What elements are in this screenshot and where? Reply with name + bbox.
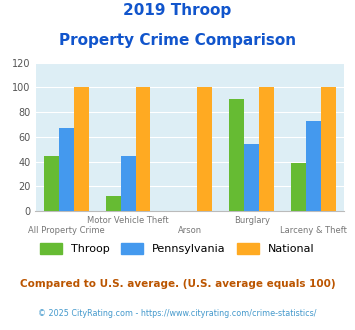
Bar	[74, 87, 89, 211]
Bar	[121, 155, 136, 211]
Text: All Property Crime: All Property Crime	[28, 226, 105, 235]
Bar	[259, 87, 274, 211]
Bar	[321, 87, 336, 211]
Text: Compared to U.S. average. (U.S. average equals 100): Compared to U.S. average. (U.S. average …	[20, 279, 335, 289]
Bar	[197, 87, 212, 211]
Bar	[229, 99, 244, 211]
Bar	[291, 163, 306, 211]
Text: Motor Vehicle Theft: Motor Vehicle Theft	[87, 216, 169, 225]
Bar	[106, 196, 121, 211]
Text: Larceny & Theft: Larceny & Theft	[280, 226, 347, 235]
Bar	[59, 128, 74, 211]
Bar	[136, 87, 151, 211]
Text: 2019 Throop: 2019 Throop	[124, 3, 231, 18]
Bar	[306, 121, 321, 211]
Text: © 2025 CityRating.com - https://www.cityrating.com/crime-statistics/: © 2025 CityRating.com - https://www.city…	[38, 309, 317, 317]
Bar	[44, 155, 59, 211]
Text: Property Crime Comparison: Property Crime Comparison	[59, 33, 296, 48]
Text: Burglary: Burglary	[234, 216, 270, 225]
Text: Arson: Arson	[178, 226, 202, 235]
Bar	[244, 145, 259, 211]
Legend: Throop, Pennsylvania, National: Throop, Pennsylvania, National	[36, 238, 319, 258]
